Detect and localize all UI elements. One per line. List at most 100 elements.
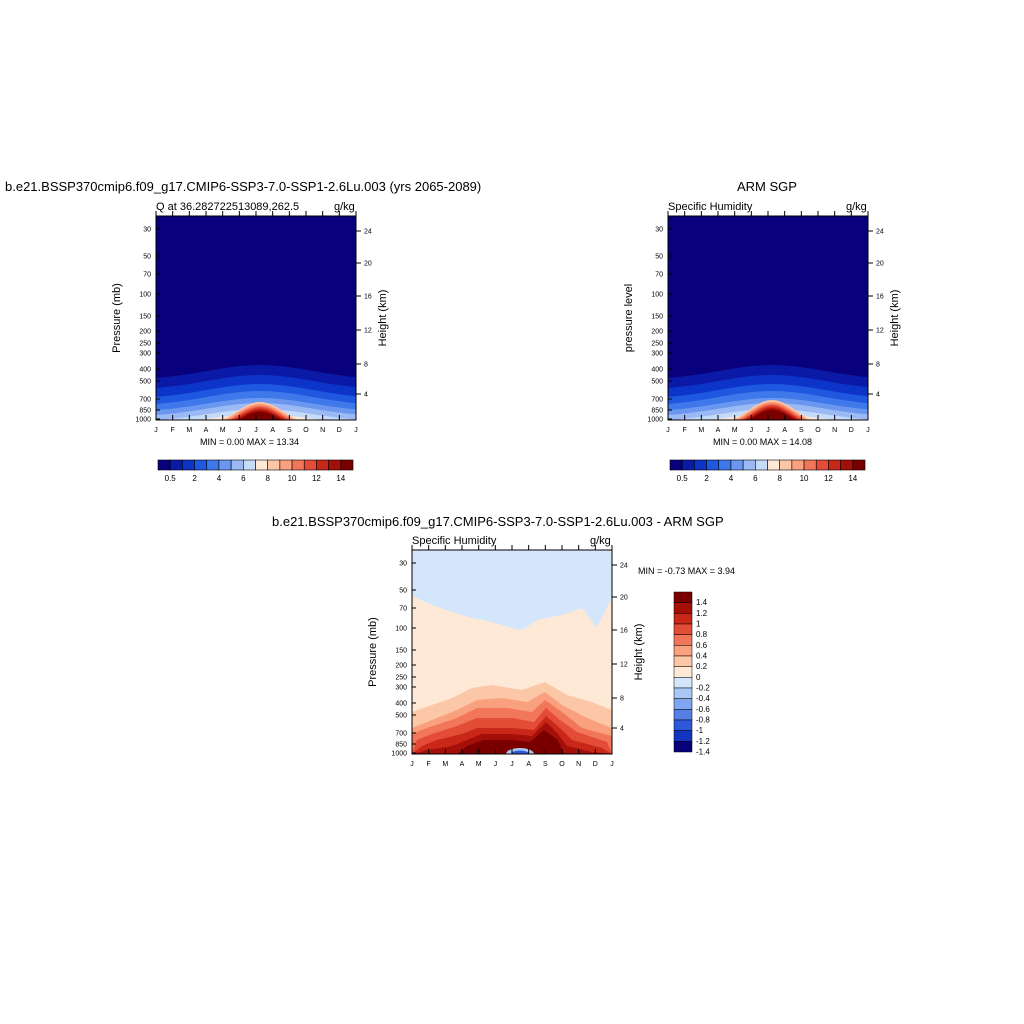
colorbar-box bbox=[673, 666, 693, 678]
colorbar-box bbox=[673, 623, 693, 635]
chart-left-subtitle: Specific Humidity bbox=[668, 201, 753, 213]
colorbar-box bbox=[673, 655, 693, 667]
y-tick-label: 300 bbox=[139, 351, 151, 358]
colorbar-label: 0.5 bbox=[165, 474, 177, 483]
colorbar-box bbox=[779, 459, 793, 471]
colorbar-box bbox=[182, 459, 195, 471]
x-tick-label: M bbox=[698, 427, 704, 434]
y-tick-label: 1000 bbox=[135, 417, 151, 424]
y-tick-label: 200 bbox=[139, 329, 151, 336]
colorbar-label: -0.8 bbox=[696, 716, 710, 725]
colorbar-label: 6 bbox=[753, 474, 758, 483]
colorbar-box bbox=[279, 459, 293, 471]
colorbar-box bbox=[706, 459, 720, 471]
colorbar-box bbox=[194, 459, 208, 471]
colorbar-label: 12 bbox=[824, 474, 833, 483]
y-tick-label: 200 bbox=[651, 329, 663, 336]
colorbar-box bbox=[328, 459, 342, 471]
colorbar-label: 0.2 bbox=[696, 662, 708, 671]
x-tick-label: O bbox=[303, 427, 309, 434]
x-tick-label: M bbox=[186, 427, 192, 434]
y-tick-label: 700 bbox=[395, 731, 407, 738]
colorbar-box bbox=[255, 459, 268, 471]
y2-tick-label: 8 bbox=[364, 362, 368, 369]
colorbar-label: 1.4 bbox=[696, 598, 708, 607]
colorbar-label: -0.4 bbox=[696, 694, 710, 703]
colorbar-label: -1.2 bbox=[696, 737, 710, 746]
colorbar-box bbox=[673, 730, 693, 742]
x-tick-label: A bbox=[270, 427, 275, 434]
x-tick-label: A bbox=[782, 427, 787, 434]
colorbar-box bbox=[303, 459, 317, 471]
x-tick-label: J bbox=[410, 761, 414, 768]
x-tick-label: J bbox=[154, 427, 158, 434]
y-tick-label: 30 bbox=[655, 227, 663, 234]
colorbar-label: 12 bbox=[312, 474, 321, 483]
colorbar-box bbox=[243, 459, 256, 471]
colorbar-box bbox=[230, 459, 244, 471]
colorbar-box bbox=[340, 459, 354, 471]
x-tick-label: F bbox=[683, 427, 687, 434]
colorbar-label: 0.8 bbox=[696, 630, 708, 639]
contour-band bbox=[412, 722, 612, 754]
colorbar-box bbox=[742, 459, 756, 471]
chart-title: b.e21.BSSP370cmip6.f09_g17.CMIP6-SSP3-7.… bbox=[5, 179, 482, 194]
y2-tick-label: 4 bbox=[364, 392, 368, 399]
x-tick-label: N bbox=[576, 761, 581, 768]
colorbar-label: 10 bbox=[288, 474, 297, 483]
colorbar-box bbox=[673, 634, 693, 646]
x-tick-label: J bbox=[510, 761, 514, 768]
y2-axis-label: Height (km) bbox=[377, 290, 389, 347]
colorbar-box bbox=[815, 459, 829, 471]
colorbar-box bbox=[267, 459, 281, 471]
y-tick-label: 850 bbox=[139, 408, 151, 415]
x-tick-label: O bbox=[559, 761, 565, 768]
contour-band bbox=[511, 750, 529, 754]
x-tick-label: J bbox=[866, 427, 870, 434]
colorbar-box bbox=[291, 459, 305, 471]
x-tick-label: J bbox=[354, 427, 358, 434]
y-tick-label: 100 bbox=[651, 292, 663, 299]
colorbar-box bbox=[730, 459, 744, 471]
colorbar-box bbox=[316, 459, 329, 471]
chart-right-subtitle: g/kg bbox=[334, 201, 355, 213]
y-axis-label: Pressure (mb) bbox=[367, 617, 379, 687]
y2-tick-label: 8 bbox=[876, 362, 880, 369]
colorbar-label: 8 bbox=[265, 474, 270, 483]
y-tick-label: 400 bbox=[651, 367, 663, 374]
x-tick-label: J bbox=[610, 761, 614, 768]
colorbar-box bbox=[694, 459, 707, 471]
x-tick-label: M bbox=[732, 427, 738, 434]
colorbar-box bbox=[791, 459, 805, 471]
colorbar-box bbox=[673, 677, 693, 689]
colorbar-box bbox=[803, 459, 817, 471]
y2-tick-label: 24 bbox=[876, 229, 884, 236]
x-tick-label: A bbox=[204, 427, 209, 434]
colorbar-box bbox=[206, 459, 220, 471]
y2-tick-label: 20 bbox=[364, 261, 372, 268]
y2-tick-label: 16 bbox=[364, 294, 372, 301]
chart-title: ARM SGP bbox=[737, 179, 797, 194]
x-tick-label: M bbox=[476, 761, 482, 768]
min-max-stats: MIN = 0.00 MAX = 13.34 bbox=[200, 437, 300, 447]
colorbar-label: -1.4 bbox=[696, 748, 710, 757]
y-tick-label: 300 bbox=[651, 351, 663, 358]
y2-tick-label: 20 bbox=[620, 595, 628, 602]
colorbar-label: 0.6 bbox=[696, 641, 708, 650]
colorbar-box bbox=[718, 459, 732, 471]
y2-tick-label: 8 bbox=[620, 696, 624, 703]
colorbar-box bbox=[681, 459, 695, 471]
x-tick-label: D bbox=[337, 427, 342, 434]
min-max-stats: MIN = 0.00 MAX = 14.08 bbox=[713, 437, 813, 447]
y-tick-label: 100 bbox=[395, 626, 407, 633]
y-tick-label: 400 bbox=[395, 701, 407, 708]
y-tick-label: 250 bbox=[139, 341, 151, 348]
y-axis-label: Pressure (mb) bbox=[111, 283, 123, 353]
colorbar-label: 4 bbox=[217, 474, 222, 483]
colorbar-label: 6 bbox=[241, 474, 246, 483]
min-max-stats: MIN = -0.73 MAX = 3.94 bbox=[638, 566, 736, 576]
x-tick-label: F bbox=[427, 761, 431, 768]
chart-left-subtitle: Q at 36.282722513089,262.5 bbox=[156, 201, 300, 213]
